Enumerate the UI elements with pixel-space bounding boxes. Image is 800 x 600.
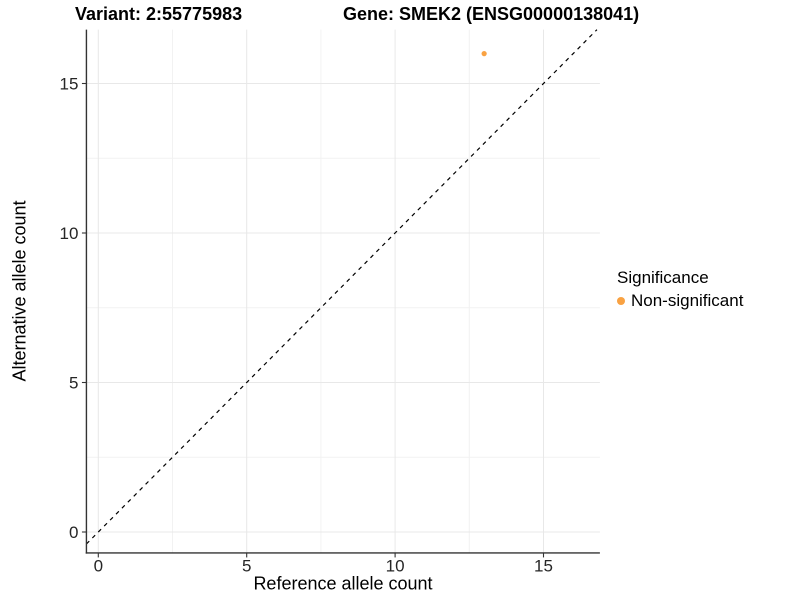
legend-title: Significance [617, 268, 709, 287]
x-axis-title: Reference allele count [253, 573, 433, 594]
y-tick-label: 5 [69, 374, 78, 393]
x-tick-label: 0 [94, 556, 103, 575]
y-tick-label: 15 [60, 75, 79, 94]
legend-item-label: Non-significant [631, 291, 744, 310]
x-tick-label: 5 [242, 556, 251, 575]
axis-lines [85, 29, 600, 554]
x-tick-label: 10 [386, 556, 405, 575]
legend-item: Non-significant [617, 291, 743, 311]
gridlines-minor [86, 29, 600, 553]
identity-dashed-line [86, 29, 598, 545]
legend-point-icon [617, 297, 625, 305]
axis-tick-labels: 0 5 10 15 0 5 10 15 [60, 75, 553, 576]
variant-title: Variant: 2:55775983 [75, 4, 243, 24]
x-tick-label: 15 [534, 556, 553, 575]
y-axis-title: Alternative allele count [9, 200, 30, 382]
data-point [481, 51, 487, 57]
y-tick-label: 0 [69, 523, 78, 542]
legend: Significance Non-significant [617, 267, 743, 311]
y-tick-label: 10 [60, 224, 79, 243]
gene-title: Gene: SMEK2 (ENSG00000138041) [343, 4, 640, 24]
gridlines-major [86, 29, 600, 553]
axis-tick-marks [81, 82, 545, 558]
data-points [481, 51, 487, 57]
identity-line-group [86, 29, 598, 545]
